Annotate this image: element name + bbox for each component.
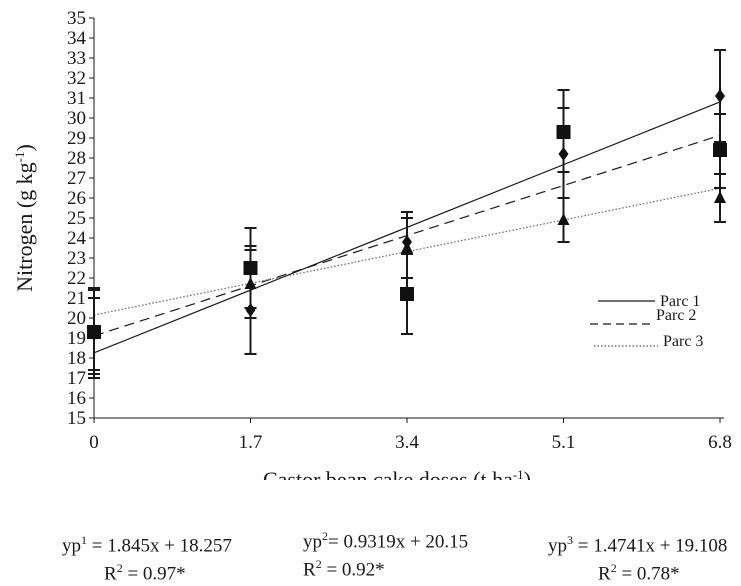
legend-label-parc-2: Parc 2 [656,307,696,324]
y-tick-label: 24 [67,228,87,249]
data-point-triangle [557,213,570,225]
y-tick-label: 29 [67,128,86,149]
equation-parc-3: yp3 = 1.4741x + 19.108 R2 = 0.78* [548,529,727,586]
y-tick-label: 34 [67,28,87,49]
y-axis-title-text: Nitrogen (g kg [12,162,37,292]
y-tick-label: 15 [67,408,86,429]
y-tick-label: 33 [67,48,86,69]
y-tick-label: 32 [67,68,86,89]
error-bars [88,49,726,379]
equation-2-r2: R2 = 0.92* [303,557,385,581]
y-tick-label: 17 [67,368,86,389]
y-tick-label: 30 [67,108,86,129]
equation-2-line: yp2= 0.9319x + 20.15 [303,529,469,553]
y-tick-label: 31 [67,88,86,109]
x-tick-label: 0 [89,432,99,453]
x-axis-ticks: 0 1.7 3.4 5.1 6.8 [89,418,732,453]
data-point-square [556,125,571,139]
y-axis-title-end: ) [12,144,37,151]
data-point-diamond [558,147,569,161]
y-tick-label: 27 [67,168,86,189]
equation-3-r2: R2 = 0.78* [598,561,680,585]
y-tick-label: 20 [67,308,86,329]
x-axis-title-sup: -1 [513,467,524,480]
chart-canvas: 1516171819202122232425262728293031323334… [12,8,732,480]
data-point-triangle [88,327,100,339]
data-point-diamond [245,303,256,317]
y-tick-label: 23 [67,248,86,269]
y-axis-title: Nitrogen (g kg-1) [12,144,37,292]
equation-3-line: yp3 = 1.4741x + 19.108 [548,533,728,557]
legend-label-parc-1: Parc 1 [660,293,700,310]
data-point-square [713,143,727,157]
y-tick-label: 16 [67,388,86,409]
data-markers [87,89,727,341]
y-axis-title-sup: -1 [12,151,27,162]
data-point-triangle [401,241,413,253]
x-tick-label: 3.4 [395,432,419,453]
y-tick-label: 26 [67,188,86,209]
legend: Parc 1 Parc 2 Parc 3 [590,293,703,350]
legend-label-parc-3: Parc 3 [663,333,703,350]
data-point-triangle [244,277,257,289]
equation-parc-1: yp1 = 1.845x + 18.257 R2 = 0.97* [62,529,232,586]
y-tick-label: 19 [67,328,86,349]
x-axis-title-end: ) [524,467,531,480]
y-tick-label: 22 [67,268,86,289]
equation-parc-2: yp2= 0.9319x + 20.15 R2 = 0.92* [303,525,468,582]
data-point-square [243,261,258,275]
x-tick-label: 5.1 [552,432,576,453]
data-point-diamond [715,89,725,103]
y-axis-ticks: 1516171819202122232425262728293031323334… [67,8,94,429]
x-axis-title-text: Castor bean cake doses (t ha [263,467,513,480]
data-point-square [400,287,414,301]
data-point-triangle [714,191,726,203]
y-tick-label: 18 [67,348,86,369]
x-axis-title: Castor bean cake doses (t ha-1) [263,467,531,480]
equation-1-r2: R2 = 0.97* [104,561,186,585]
x-tick-label: 1.7 [239,432,263,453]
x-tick-label: 6.8 [708,432,732,453]
y-tick-label: 28 [67,148,86,169]
equation-1-line: yp1 = 1.845x + 18.257 [62,533,232,557]
y-tick-label: 25 [67,208,86,229]
y-tick-label: 21 [67,288,86,309]
y-tick-label: 35 [67,8,86,29]
